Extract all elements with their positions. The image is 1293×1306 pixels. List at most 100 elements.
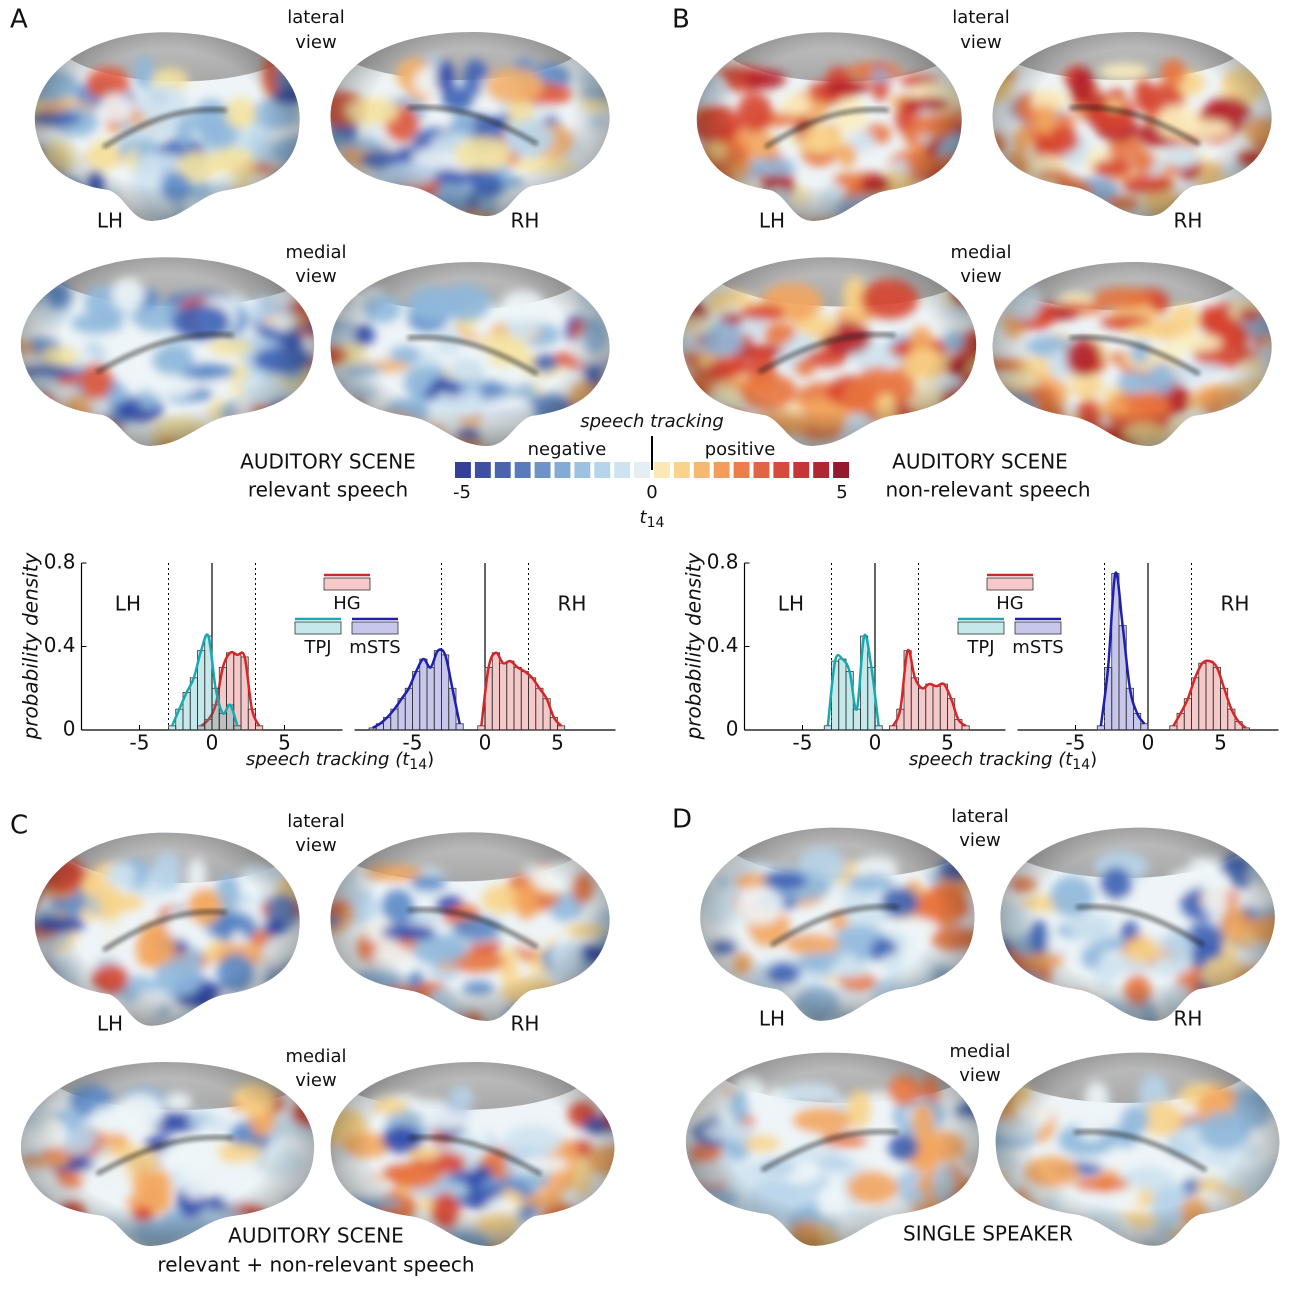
brain-patch (330, 416, 340, 445)
brain-patch (1260, 949, 1275, 991)
brain-patch (1259, 187, 1272, 217)
brain-patch (685, 1195, 718, 1219)
density-line (1099, 571, 1146, 726)
colorbar-tick-label: 0 (646, 482, 657, 503)
brain-patch (597, 179, 610, 205)
colorbar-swatch (594, 462, 611, 478)
brain-patch (557, 981, 610, 1007)
brain-patch (1192, 1223, 1232, 1246)
histogram-bar (939, 683, 948, 731)
brain-patch (700, 986, 738, 1014)
hemisphere-label: RH (511, 1012, 540, 1036)
brain-patch (999, 167, 1019, 195)
x-axis-label-part: t (402, 749, 410, 770)
brain-patch (568, 978, 592, 999)
brain-patch (992, 396, 1006, 419)
brain-patch (1069, 424, 1104, 447)
brain-shading (330, 32, 610, 217)
view-label: view (295, 835, 336, 856)
brain-patch (1058, 1001, 1116, 1019)
x-tick-label: 5 (551, 731, 564, 755)
x-tick-label: 5 (941, 731, 954, 755)
y-tick-label: 0.4 (44, 633, 76, 657)
density-line (480, 651, 563, 727)
brain-patch (928, 1007, 973, 1021)
colorbar-label: t14 (640, 507, 665, 531)
brain-patch (330, 291, 343, 309)
view-label: view (959, 830, 1000, 851)
brain-patch (1106, 1240, 1137, 1246)
brain-patch (247, 998, 296, 1021)
colorbar-tick-label: 5 (836, 482, 847, 503)
x-tick-label: 0 (479, 731, 492, 755)
brain-patch (1267, 174, 1272, 191)
legend-swatch (323, 577, 371, 591)
brain-patch (992, 183, 1023, 217)
view-label: medial (950, 242, 1011, 263)
brain-patch (273, 183, 300, 222)
brain-patch (908, 415, 948, 435)
brain-patch (330, 392, 352, 409)
caption: AUDITORY SCENE (240, 450, 416, 474)
histogram-bar (918, 687, 927, 731)
histogram-bar (513, 666, 522, 731)
x-tick-label: 0 (206, 731, 219, 755)
brain-patch (333, 985, 391, 1013)
colorbar-swatch (614, 462, 631, 478)
view-label: medial (949, 1041, 1010, 1062)
brain-patch (1090, 1017, 1123, 1021)
view-label: view (295, 266, 336, 287)
x-axis-label-part: speech tracking ( (909, 749, 1066, 770)
x-axis-label-part: ) (1090, 749, 1097, 770)
panel-letter: C (10, 811, 28, 841)
y-tick-label: 0.8 (707, 550, 739, 574)
brain-patch (288, 195, 300, 213)
caption: AUDITORY SCENE (892, 450, 1068, 474)
brain-patch (1222, 187, 1257, 205)
x-tick-label: 0 (869, 731, 882, 755)
brain-patch (20, 1205, 28, 1235)
brain-patch (592, 1210, 615, 1232)
y-axis-label: probability density (19, 551, 43, 740)
histogram-bar (535, 687, 544, 731)
brain-shading (20, 1062, 315, 1247)
histogram-bar (874, 725, 883, 731)
histogram-bar (852, 708, 861, 731)
brain-patch (1238, 434, 1272, 447)
brain-patch (682, 370, 685, 390)
brain-patch (1238, 1211, 1265, 1246)
brain-patch (685, 1097, 691, 1114)
brain-patch (330, 398, 360, 416)
brain-patch (901, 188, 922, 219)
panel-letter: D (672, 805, 692, 835)
caption: SINGLE SPEAKER (903, 1222, 1073, 1246)
histogram-bar (925, 683, 934, 731)
brain-patch (700, 979, 707, 1004)
x-axis-label-part: 14 (409, 757, 427, 773)
legend-swatch (957, 621, 1005, 635)
brain (330, 832, 610, 1022)
brain-patch (225, 432, 251, 447)
colorbar-swatch (713, 462, 730, 478)
brain-patch (371, 184, 393, 217)
view-label: lateral (952, 7, 1010, 28)
brain-patch (607, 354, 610, 377)
brain-patch (1255, 978, 1275, 1000)
density-line (200, 650, 261, 727)
brain-patch (1206, 1003, 1260, 1020)
x-axis-label: speech tracking (t14) (909, 749, 1097, 773)
brain-patch (371, 998, 415, 1022)
density-line (170, 633, 239, 727)
brain-patch (854, 1236, 890, 1246)
brain-patch (951, 150, 962, 169)
brain-shading (330, 1062, 615, 1247)
histogram-bar (404, 687, 413, 731)
brain-patch (209, 193, 228, 212)
brain-patch (246, 1001, 286, 1026)
colorbar-swatch (654, 462, 670, 478)
brain-patch (273, 192, 293, 211)
view-label: lateral (287, 811, 345, 832)
brain-shading (1000, 827, 1275, 1021)
colorbar-swatch (494, 462, 511, 478)
